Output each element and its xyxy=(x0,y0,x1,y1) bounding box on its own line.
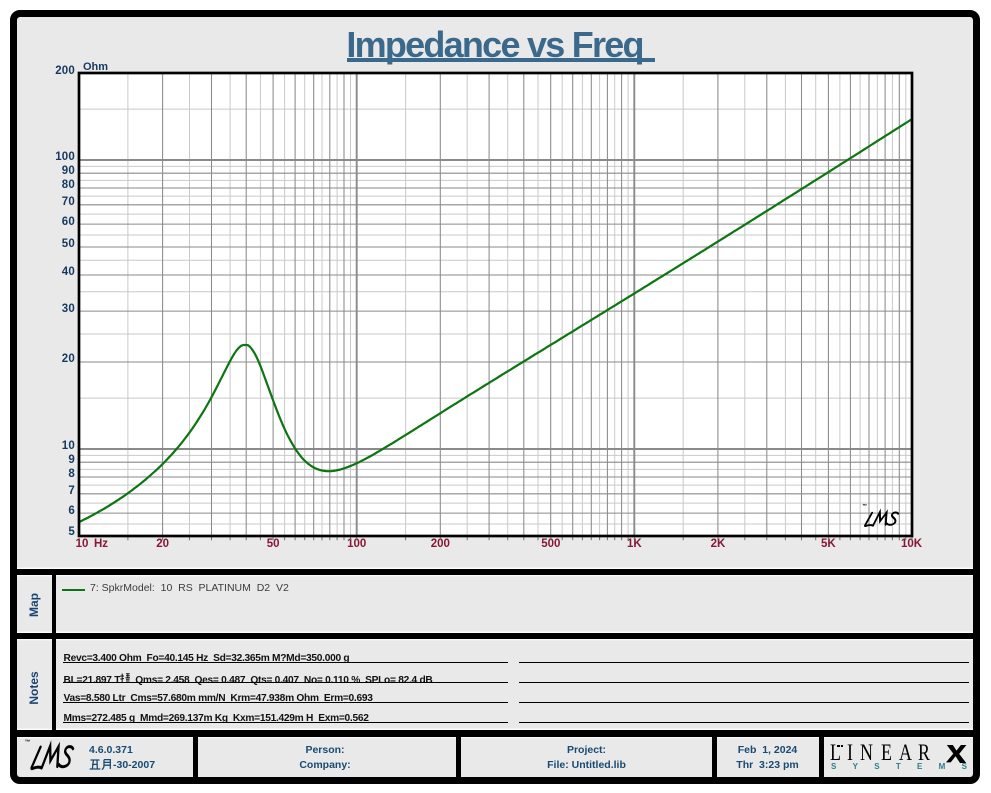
svg-text:™: ™ xyxy=(862,504,867,510)
svg-text:™: ™ xyxy=(25,740,31,746)
